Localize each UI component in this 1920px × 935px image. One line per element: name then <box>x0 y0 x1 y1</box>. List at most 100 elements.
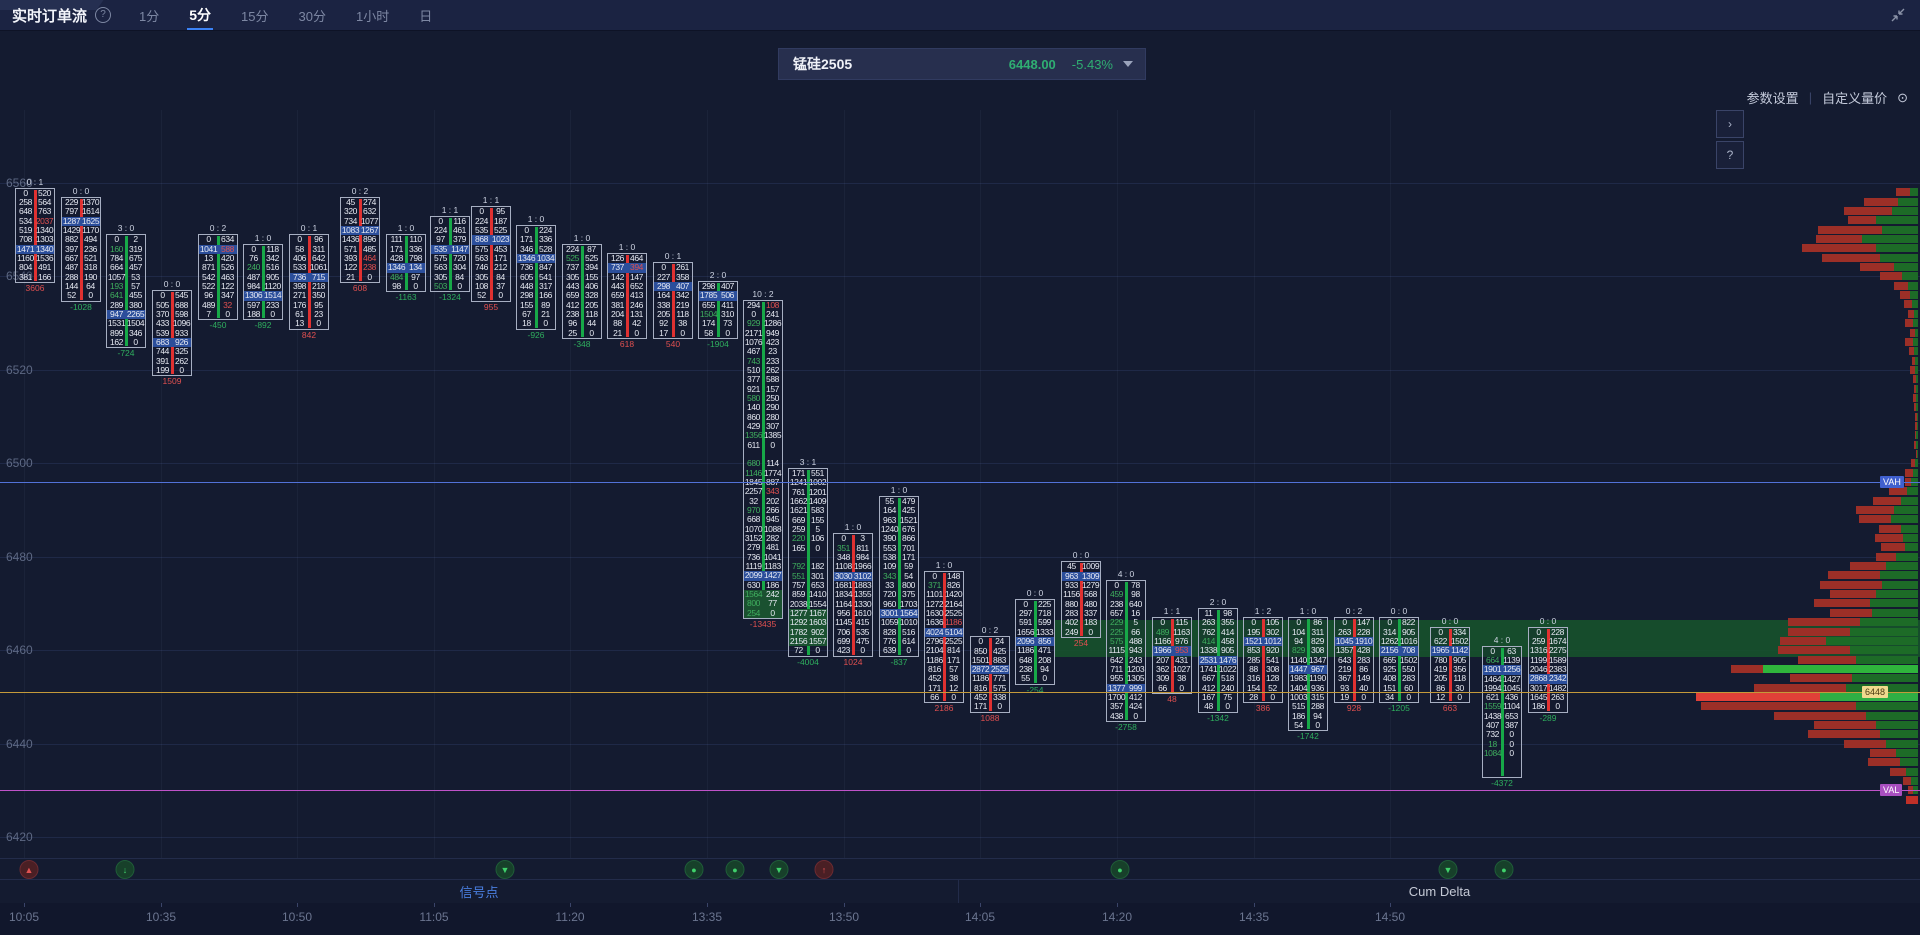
signal-marker[interactable]: ↑ <box>814 860 834 879</box>
ask-volume-cell: 1476 <box>1218 655 1237 665</box>
footprint-column[interactable]: 0 : 1 0 261 227 358 298 407 164 342 338 219 205 118 9… <box>653 251 693 349</box>
bid-volume-cell: 17 <box>659 328 668 338</box>
signal-marker[interactable]: ▲ <box>19 860 39 879</box>
bid-volume-cell <box>744 450 763 459</box>
footprint-column[interactable]: 1 : 2 0 105 195 302 1521 1012 853 920 285 541 88 308… <box>1243 606 1283 713</box>
footprint-column[interactable]: 0 : 1 0 520 258 564 648 763 534 2037 519 1340 708 13… <box>15 177 55 293</box>
signal-marker[interactable]: ▼ <box>495 860 515 879</box>
signal-marker[interactable]: ● <box>725 860 745 879</box>
orderflow-chart-canvas[interactable]: 6560 6540 6520 6500 6480 6460 6440 6420 0 : 1 0 52… <box>0 0 1920 858</box>
profile-bar <box>1680 646 1920 655</box>
bid-volume-cell: 515 <box>1292 702 1305 712</box>
tab-timeframe-1小时[interactable]: 1小时 <box>355 8 390 24</box>
bid-volume-cell: 338 <box>657 300 670 310</box>
custom-volume-price-button[interactable]: 自定义量价 <box>1822 91 1888 106</box>
footprint-column[interactable]: 0 : 2 0 147 263 228 1045 1910 1357 428 643 283 219 8… <box>1334 606 1374 713</box>
footprint-column[interactable]: 1 : 1 0 95 224 187 535 525 868 1023 575 453 563 171 7… <box>471 195 511 312</box>
footprint-column[interactable]: 0 : 2 0 634 1041 588 13 420 871 526 542 463 522 122 9… <box>198 223 238 330</box>
footprint-row: 734 1077 <box>341 217 379 226</box>
tab-timeframe-15分[interactable]: 15分 <box>241 8 269 24</box>
tab-timeframe-5分[interactable]: 5分 <box>187 0 213 30</box>
candle-direction-line <box>942 572 946 702</box>
footprint-column[interactable]: 0 : 0 0 545 505 688 370 598 433 1096 539 933 683 926… <box>152 279 192 386</box>
footprint-column[interactable]: 0 : 0 229 1370 797 1614 1287 1625 1429 1170 882 49… <box>61 186 101 312</box>
signal-marker[interactable]: ● <box>1494 860 1514 879</box>
footprint-column[interactable]: 1 : 0 0 148 371 826 1101 1420 1272 2164 1630 2525 1… <box>924 560 964 713</box>
cum-delta-label[interactable]: Cum Delta <box>1408 884 1471 899</box>
footprint-column[interactable]: 3 : 117155112411002761120116621409162158… <box>788 457 828 667</box>
footprint-row: 659 413 <box>608 291 646 300</box>
chart-toolbar: 参数设置 | 自定义量价 ⊙ <box>1747 88 1908 107</box>
footprint-row: 925 550 <box>1380 665 1418 674</box>
bid-volume-cell: 227 <box>657 272 670 282</box>
footprint-column[interactable]: 4 : 0 0 78 459 98 238 640 657 16 229 5 225 66 575 488 1… <box>1106 569 1146 732</box>
footprint-column[interactable]: 0 : 0 0 225 297 718 591 599 1656 1333 2096 856 1186… <box>1015 588 1055 695</box>
footprint-column[interactable]: 1 : 1 0 115 489 1163 1166 976 1966 953 207 431 362 1… <box>1152 606 1192 704</box>
candle-direction-line <box>806 469 810 655</box>
help-icon[interactable]: ? <box>95 7 112 23</box>
ask-volume-cell: 425 <box>902 506 915 516</box>
signal-marker[interactable]: ▼ <box>1438 860 1458 879</box>
last-price-line-tag: 6448 <box>1862 686 1889 699</box>
collapse-icon[interactable] <box>1890 7 1906 23</box>
footprint-column[interactable]: 0 : 0 0 334 622 1502 1965 1142 780 905 419 356 205 1… <box>1430 616 1470 713</box>
footprint-column[interactable]: 1 : 0 0 86 104 311 94 829 829 308 1140 1347 1447 967… <box>1288 606 1328 741</box>
instrument-selector[interactable]: 锰硅2505 6448.00 -5.43% <box>778 48 1146 80</box>
footprint-column[interactable]: 2 : 0 298 407 1785 506 655 411 1504 310 174 73 58 0-… <box>698 270 738 349</box>
footprint-column[interactable]: 1 : 0 0 224 171 336 346 528 1346 1034 736 847 605 54… <box>516 214 556 340</box>
ask-volume-cell: 228 <box>1551 627 1564 637</box>
ask-volume-cell: 358 <box>676 272 689 282</box>
footprint-row: 3152 282 <box>744 534 782 543</box>
bid-volume-cell: 1438 <box>1483 711 1502 721</box>
bid-volume-cell: 259 <box>792 524 805 534</box>
footprint-column[interactable]: 1 : 0 224 87 525 525 737 394 305 155 443 406 659 328… <box>562 233 602 349</box>
bid-volume-cell: 1346 <box>387 263 406 273</box>
signal-marker[interactable]: ● <box>684 860 704 879</box>
bid-volume-cell: 1564 <box>744 589 763 599</box>
footprint-column[interactable]: 0 : 2 45 274 320 632 734 1077 1083 1267 1436 896 57… <box>340 186 380 293</box>
footprint-column[interactable]: 10 : 2 294 108 0 241 929 1286 2171 949 1076 423 467… <box>743 289 783 629</box>
bid-volume-cell: 346 <box>520 244 533 254</box>
footprint-column[interactable]: 1 : 0 55 479 164 425 963 1521 1240 676 390 866 553 7… <box>879 485 919 667</box>
bid-volume-cell: 1338 <box>1199 646 1218 656</box>
bid-volume-cell: 224 <box>566 244 579 254</box>
ask-volume-cell: 1355 <box>853 590 872 600</box>
footprint-column[interactable]: 1 : 0 0 118 76 342 240 516 487 905 984 1120 1306 151… <box>243 233 283 330</box>
ask-volume-cell: 475 <box>856 637 869 646</box>
footprint-column[interactable]: 0 : 0 0 822 314 905 1262 1016 2156 708 665 1502 925… <box>1379 606 1419 713</box>
panel-help-button[interactable]: ? <box>1716 141 1744 169</box>
signal-panel-label[interactable]: 信号点 <box>459 885 499 900</box>
tab-timeframe-1分[interactable]: 1分 <box>139 8 160 24</box>
bid-volume-cell: 542 <box>202 272 215 282</box>
delta-footer: 608 <box>352 282 368 293</box>
footprint-row: 1404 936 <box>1289 684 1327 693</box>
footprint-column[interactable]: 0 : 1 0 96 58 311 406 642 533 1061 736 715 398 218 27… <box>289 223 329 340</box>
visibility-toggle-icon[interactable]: ⊙ <box>1897 89 1908 105</box>
tab-timeframe-日[interactable]: 日 <box>419 8 433 24</box>
footprint-column[interactable]: 1 : 0 126 464 737 394 142 147 443 652 659 413 381 24… <box>607 242 647 349</box>
bid-volume-cell: 776 <box>883 636 896 646</box>
footprint-row: 2156 708 <box>1380 646 1418 656</box>
signal-marker[interactable]: ● <box>1110 860 1130 879</box>
ask-volume-cell: 236 <box>84 244 97 254</box>
tab-timeframe-30分[interactable]: 30分 <box>298 8 326 24</box>
footprint-row: 408 283 <box>1380 674 1418 683</box>
bid-volume-cell: 45 <box>346 198 355 208</box>
signal-marker[interactable]: ▼ <box>769 860 789 879</box>
expand-panel-button[interactable]: › <box>1716 110 1744 138</box>
footprint-column[interactable]: 0 : 0 45 1009 963 1309 933 1279 1156 568 880 480 28… <box>1061 550 1101 648</box>
footprint-row: 377 588 <box>744 375 782 384</box>
footprint-column[interactable]: 3 : 0 0 2 160 319 784 675 664 457 1057 53 193 57 641 4… <box>106 223 146 358</box>
footprint-column[interactable]: 0 : 0 0 228 259 1674 1316 2275 1199 1589 2046 2383… <box>1528 616 1568 723</box>
profile-bar <box>1680 431 1920 440</box>
time-axis[interactable]: 10:05 10:35 10:50 11:05 11:20 13:35 13:50 14:05… <box>0 903 1920 935</box>
footprint-column[interactable]: 1 : 0 0 3 351 811 348 984 1108 1966 3030 3102 1681 1… <box>833 522 873 667</box>
param-settings-button[interactable]: 参数设置 <box>1746 91 1799 106</box>
signal-marker[interactable]: ↓ <box>115 860 135 879</box>
footprint-column[interactable]: 1 : 1 0 116 224 461 97 379 535 1147 575 720 563 304 3… <box>430 205 470 302</box>
footprint-column[interactable]: 1 : 0 111 110 171 336 428 798 1346 134 484 97 98 0 -1… <box>386 223 426 302</box>
footprint-column[interactable]: 0 : 2 0 24 850 425 1501 883 2872 2525 1186 771 816 5… <box>970 625 1010 723</box>
footprint-column[interactable]: 4 : 0 0 63 664 1139 1901 1256 1464 1427 1994 1045 6… <box>1482 635 1522 788</box>
ask-volume-cell: 86 <box>1359 665 1368 675</box>
footprint-column[interactable]: 2 : 0 11 98 263 355 762 414 414 458 1338 905 2531 14… <box>1198 597 1238 723</box>
